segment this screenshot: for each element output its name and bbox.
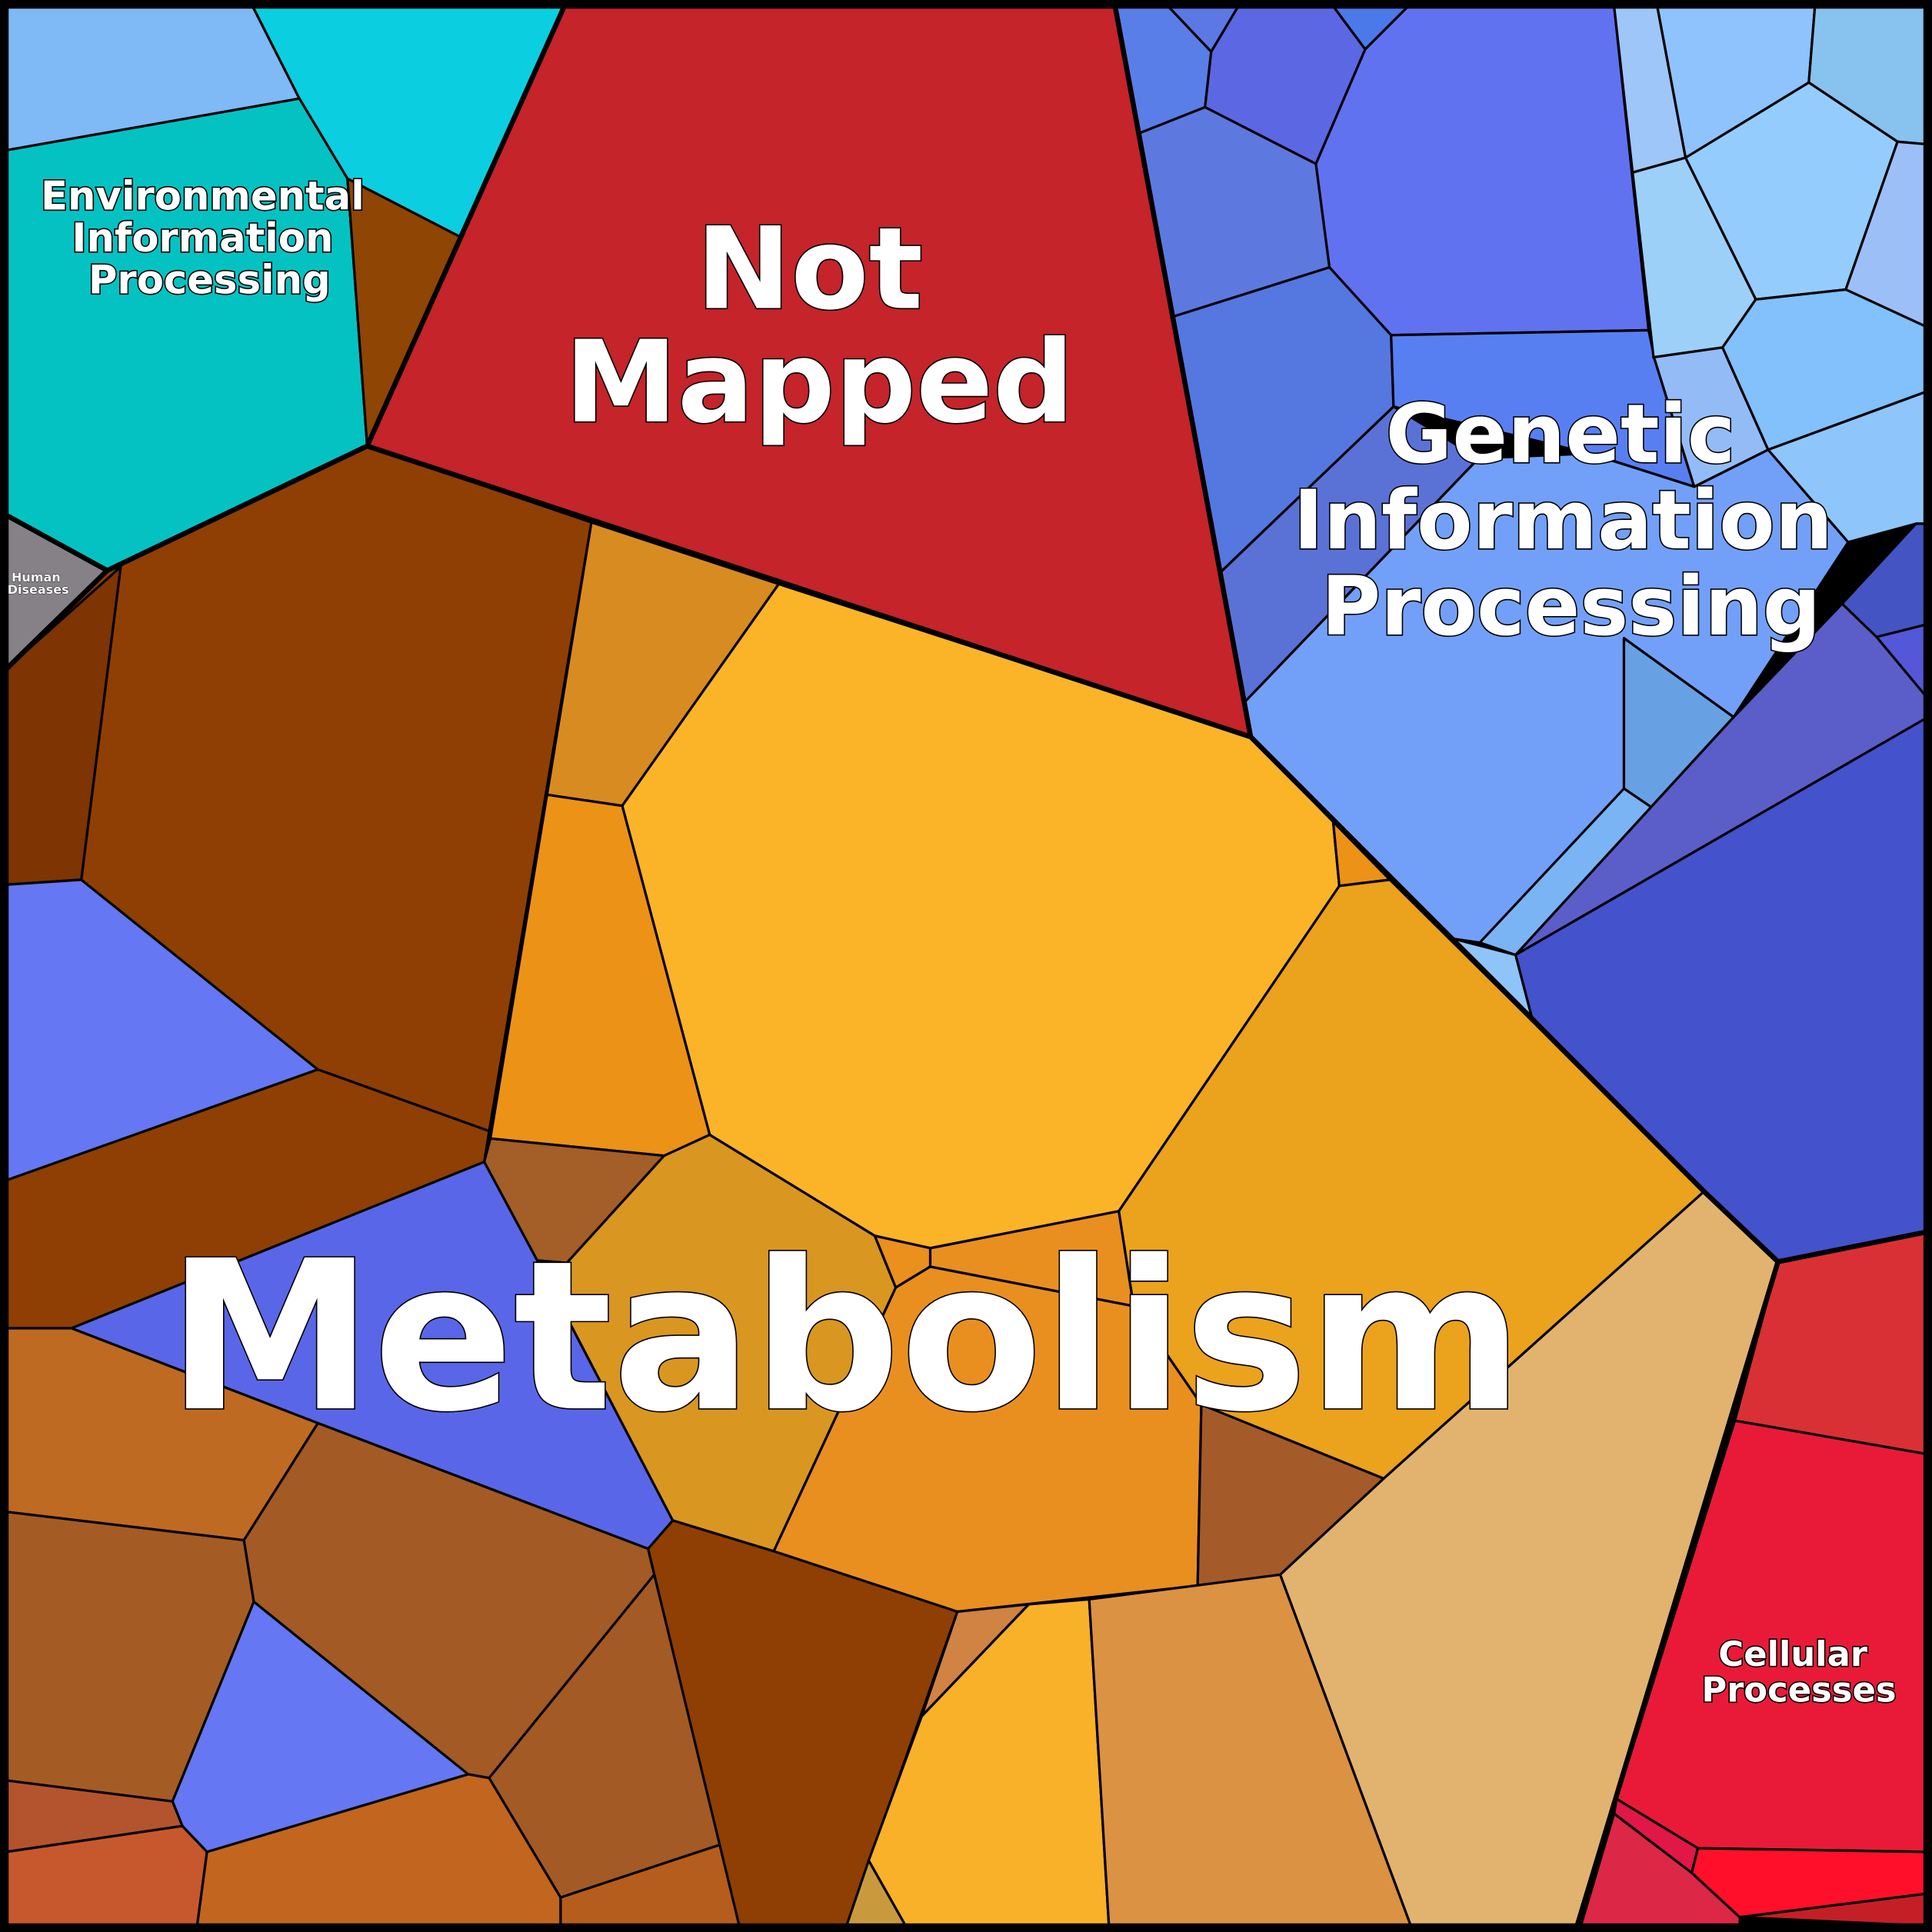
label-line: Human [12, 570, 61, 585]
region-label: Cellular Processes [1701, 1634, 1896, 1710]
cells [5, 5, 1927, 1927]
region-label: Environmental Information Processing [41, 173, 378, 303]
label-line: Environmental [41, 173, 365, 219]
cell [1579, 1812, 1741, 1927]
cell [928, 1210, 1135, 1307]
cell [1652, 346, 1770, 488]
label-line: Cellular [1718, 1634, 1867, 1674]
label-line: Diseases [8, 582, 69, 597]
label-line: Processes [1701, 1669, 1896, 1710]
label-line: Mapped [565, 316, 1074, 448]
region-label: Metabolism [167, 1217, 1523, 1457]
labels: Environmental Information Processing Not… [7, 172, 1897, 1711]
label-line: Metabolism [167, 1217, 1523, 1457]
region-label: Not Mapped [565, 203, 1074, 448]
region-label: Genetic Information Processing [1293, 387, 1860, 654]
label-line: Processing [88, 257, 331, 303]
label-line: Information [72, 215, 333, 261]
label-line: Processing [1321, 559, 1821, 654]
label-line: Genetic [1386, 387, 1736, 481]
region-label: Human Diseases [8, 570, 69, 597]
region-border [3, 443, 1780, 1929]
region-borders [3, 3, 1929, 1929]
cell [1314, 5, 1651, 337]
label-line: Information [1293, 473, 1833, 568]
label-line: Not [696, 203, 923, 335]
